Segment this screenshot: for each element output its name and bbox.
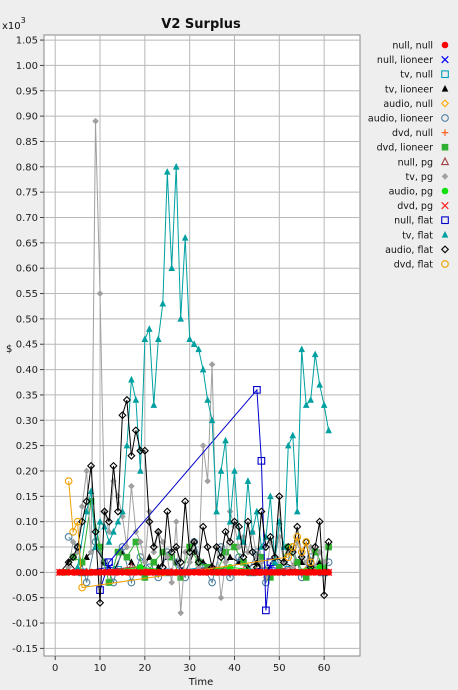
legend-label: null, null: [392, 41, 433, 52]
y-tick-label: 0.35: [16, 390, 38, 401]
y-tick-label: 0.45: [16, 340, 38, 351]
x-tick-label: 30: [183, 663, 196, 674]
legend-marker: [442, 42, 449, 49]
data-point-dvd-lioneer: [124, 554, 131, 561]
y-tick-label: 0.15: [16, 492, 38, 503]
legend-label: tv, lioneer: [385, 84, 433, 95]
y-tick-label: 0.40: [16, 365, 38, 376]
x-tick-label: 20: [138, 663, 151, 674]
y-tick-label: 0.00: [16, 568, 38, 579]
y-tick-label: 0.20: [16, 466, 38, 477]
y-tick-label: 0.65: [16, 238, 38, 249]
legend-label: dvd, lioneer: [377, 143, 434, 154]
y-tick-label: 0.05: [16, 543, 38, 554]
y-tick-label: 0.60: [16, 264, 38, 275]
x-tick-label: 50: [273, 663, 286, 674]
chart-title: V2 Surplus: [161, 17, 241, 32]
legend-label: tv, null: [400, 70, 433, 81]
y-tick-label: 1.00: [16, 61, 38, 72]
y-tick-label: 0.95: [16, 86, 38, 97]
y-tick-label: 0.80: [16, 162, 38, 173]
y-tick-label: 0.70: [16, 213, 38, 224]
legend-label: null, pg: [398, 157, 433, 168]
legend-label: audio, null: [383, 99, 433, 110]
legend-label: audio, pg: [389, 187, 433, 198]
legend-marker: [442, 144, 449, 151]
legend-marker: [442, 188, 449, 195]
data-point-dvd-lioneer: [106, 579, 113, 586]
legend-label: null, flat: [394, 216, 433, 227]
legend-label: audio, lioneer: [368, 114, 433, 125]
data-point-null-null: [325, 569, 332, 576]
y-tick-label: 0.25: [16, 441, 38, 452]
y-tick-label: 0.90: [16, 112, 38, 123]
y-tick-label: 0.10: [16, 517, 38, 528]
y-tick-label: 0.30: [16, 416, 38, 427]
data-point-dvd-lioneer: [151, 559, 158, 566]
legend-label: dvd, pg: [397, 201, 433, 212]
y-tick-label: -0.15: [12, 644, 38, 655]
legend-label: dvd, flat: [394, 260, 434, 271]
y-tick-label: 0.75: [16, 188, 38, 199]
legend-label: audio, flat: [385, 245, 433, 256]
legend-label: dvd, null: [392, 128, 433, 139]
x-tick-label: 10: [94, 663, 107, 674]
y-axis-label: $: [6, 344, 12, 355]
data-point-dvd-lioneer: [294, 559, 301, 566]
x-tick-label: 0: [52, 663, 58, 674]
y-multiplier-base: x10: [2, 21, 21, 32]
y-tick-label: -0.10: [12, 619, 38, 630]
y-tick-label: 0.85: [16, 137, 38, 148]
data-point-dvd-lioneer: [222, 549, 229, 556]
y-tick-label: 1.05: [16, 36, 38, 47]
legend-label: tv, pg: [406, 172, 433, 183]
x-axis-label: Time: [188, 677, 213, 688]
legend-label: null, lioneer: [377, 55, 433, 66]
y-tick-label: -0.05: [12, 593, 38, 604]
series-null-null: [56, 569, 332, 576]
y-tick-label: 0.50: [16, 314, 38, 325]
x-tick-label: 60: [318, 663, 331, 674]
y-tick-label: 0.55: [16, 289, 38, 300]
y-multiplier-exponent: 3: [21, 16, 26, 25]
legend-label: tv, flat: [402, 230, 433, 241]
x-tick-label: 40: [228, 663, 241, 674]
